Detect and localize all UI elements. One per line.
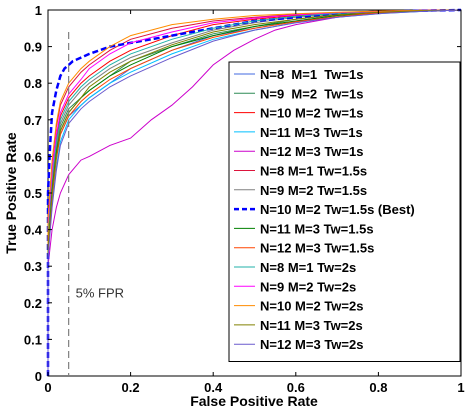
y-tick-label: 0.4	[24, 223, 43, 238]
legend-label-n-11-m-3-tw-1s: N=11 M=3 Tw=1s	[260, 125, 363, 140]
series-line-n-8-m-1-tw-2s	[47, 9, 462, 376]
y-tick-label: 0.1	[24, 332, 42, 347]
y-tick-label: 1	[35, 3, 42, 18]
legend-label-n-12-m-3-tw-1s: N=12 M=3 Tw=1s	[260, 144, 363, 159]
legend-label-n-10-m-2-tw-1s: N=10 M=2 Tw=1s	[260, 106, 363, 121]
legend-box	[228, 61, 461, 362]
legend-label-n-11-m-3-tw-2s: N=11 M=3 Tw=2s	[260, 318, 363, 333]
x-tick-label: 0.2	[122, 380, 140, 395]
legend-label-n-9-m-2-tw-1s: N=9 M=2 Tw=1s	[260, 86, 363, 101]
y-axis-title: True Positive Rate	[3, 132, 19, 254]
x-tick-label: 0.4	[204, 380, 223, 395]
y-tick-label: 0.6	[24, 149, 42, 164]
x-tick-label: 0.6	[287, 380, 305, 395]
series-line-n-11-m-3-tw-2s	[47, 9, 462, 376]
fpr-threshold-label: 5% FPR	[76, 285, 124, 300]
legend: N=8 M=1 Tw=1s N=9 M=2 Tw=1s N=10 M=2 Tw=1s…	[228, 61, 461, 362]
legend-label-n-11-m-3-tw-1-5s: N=11 M=3 Tw=1.5s	[260, 221, 374, 236]
x-tick-label: 0.8	[369, 380, 387, 395]
legend-label-n-8-m-1-tw-1s: N=8 M=1 Tw=1s	[260, 67, 363, 82]
series-line-n-10-m-2-tw-2s	[47, 9, 462, 376]
y-tick-label: 0.2	[24, 296, 42, 311]
x-tick-label: 1	[457, 380, 464, 395]
y-tick-label: 0	[35, 369, 42, 384]
y-tick-label: 0.3	[24, 259, 42, 274]
series-line-n-12-m-3-tw-1s	[47, 9, 462, 376]
legend-label-n-8-m-1-tw-2s: N=8 M=1 Tw=2s	[260, 260, 356, 275]
series-line-n-12-m-3-tw-2s	[47, 9, 462, 376]
legend-label-n-12-m-3-tw-1-5s: N=12 M=3 Tw=1.5s	[260, 241, 374, 256]
y-tick-label: 0.9	[24, 40, 42, 55]
x-tick-label: 0	[44, 380, 51, 395]
legend-label-n-10-m-2-tw-1-5s-best: N=10 M=2 Tw=1.5s (Best)	[260, 202, 415, 217]
y-tick-label: 0.8	[24, 76, 42, 91]
legend-label-n-9-m-2-tw-1-5s: N=9 M=2 Tw=1.5s	[260, 183, 367, 198]
y-tick-label: 0.5	[24, 186, 42, 201]
legend-label-n-8-m-1-tw-1-5s: N=8 M=1 Tw=1.5s	[260, 164, 367, 179]
series-layer	[46, 8, 462, 376]
x-axis-title: False Positive Rate	[190, 393, 318, 409]
y-tick-label: 0.7	[24, 113, 42, 128]
legend-label-n-10-m-2-tw-2s: N=10 M=2 Tw=2s	[260, 299, 363, 314]
legend-label-n-12-m-3-tw-2s: N=12 M=3 Tw=2s	[260, 337, 363, 352]
tick-layer: 0 0.2 0.4 0.6 0.8 1 0 0.1 0.2 0.3 0.4 0.5 0.6 0.7 0.8 0…	[24, 3, 465, 395]
annotation-layer: 5% FPR	[68, 31, 124, 376]
series-line-n-10-m-2-tw-1-5s-best	[46, 8, 462, 376]
legend-label-n-9-m-2-tw-2s: N=9 M=2 Tw=2s	[260, 279, 356, 294]
